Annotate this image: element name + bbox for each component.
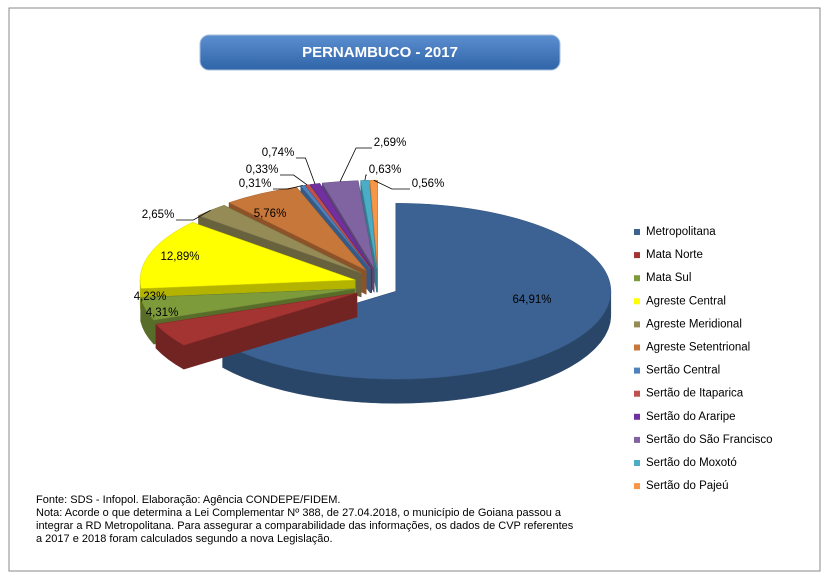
title-box [199, 34, 561, 71]
legend-swatch [634, 390, 640, 397]
legend-label: Sertão do São Francisco [646, 434, 773, 446]
slice [304, 184, 372, 270]
leader-line [339, 147, 372, 182]
data-label: 0,31% [239, 178, 272, 190]
slice [139, 222, 356, 289]
legend-label: Agreste Meridional [646, 318, 742, 330]
legend-swatch [634, 436, 640, 443]
legend-label: Metropolitana [646, 226, 716, 238]
note: a 2017 e 2018 foram calculados segundo a… [36, 533, 333, 545]
legend-label: Mata Sul [646, 272, 691, 284]
data-label: 0,33% [246, 164, 279, 176]
note: integrar a RD Metropolitana. Para assegu… [36, 520, 574, 532]
data-label: 5,76% [254, 208, 287, 220]
legend-swatch [634, 483, 640, 490]
chart-title: PERNAMBUCO - 2017 [302, 44, 458, 61]
leader-line [273, 185, 303, 190]
leader-line [296, 157, 316, 185]
data-label: 64,91% [512, 294, 551, 306]
legend-swatch [634, 321, 640, 328]
legend-label: Sertão do Moxotó [646, 457, 737, 469]
data-label: 4,31% [146, 307, 179, 319]
legend-label: Sertão do Pajeú [646, 480, 728, 492]
legend-swatch [634, 229, 640, 235]
data-label: 0,63% [369, 164, 402, 176]
data-label: 2,65% [142, 209, 175, 221]
leader-line [373, 179, 410, 190]
data-label: 2,69% [374, 137, 407, 149]
legend-label: Agreste Setentrional [646, 342, 750, 354]
leader-line [176, 209, 211, 221]
slice [140, 288, 355, 321]
leader-line [364, 174, 367, 181]
data-label: 0,74% [262, 147, 295, 159]
legend-swatch [634, 413, 640, 420]
legend-swatch [634, 367, 640, 374]
note: Fonte: SDS - Infopol. Elaboração: Agênci… [36, 494, 340, 506]
data-label: 0,56% [412, 178, 445, 190]
data-label: 4,23% [134, 291, 167, 303]
legend-swatch [634, 252, 640, 259]
legend-label: Agreste Central [646, 295, 726, 307]
slice [155, 292, 357, 346]
frame [8, 7, 821, 572]
data-label: 12,89% [160, 251, 199, 263]
slice [197, 204, 362, 274]
legend-label: Sertão Central [646, 365, 720, 377]
legend-swatch [634, 460, 640, 466]
slice [222, 203, 612, 380]
leader-line [280, 174, 308, 186]
legend-swatch [634, 344, 640, 351]
legend-swatch [634, 275, 640, 282]
note: Nota: Acorde o que determina a Lei Compl… [36, 507, 562, 519]
legend-label: Mata Norte [646, 249, 703, 261]
legend-label: Sertão de Itaparica [646, 388, 744, 400]
legend-label: Sertão do Araripe [646, 411, 736, 423]
legend-swatch [634, 298, 640, 305]
